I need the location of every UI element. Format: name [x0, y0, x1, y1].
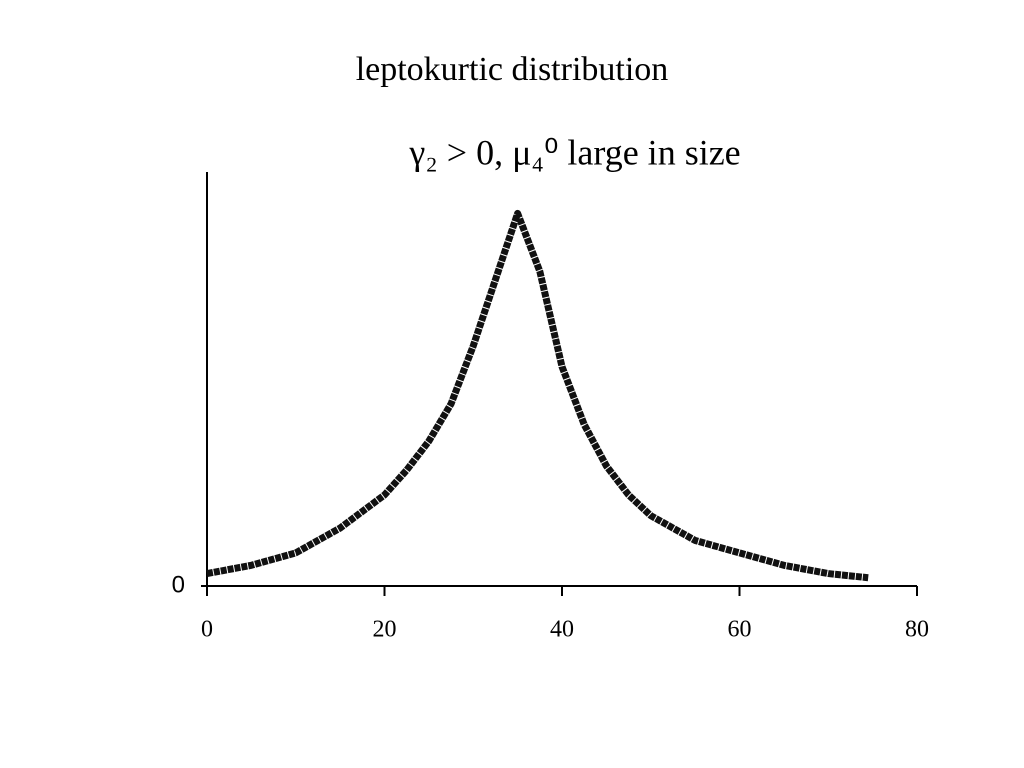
x-tick-label: 60: [728, 617, 752, 643]
x-tick-label: 40: [550, 617, 574, 643]
x-tick-label: 80: [905, 617, 929, 643]
x-tick-label: 20: [373, 617, 397, 643]
chart-title: leptokurtic distribution: [356, 51, 669, 88]
chart-subtitle: γ₂ > 0, μ₄⁰ large in size: [408, 132, 740, 172]
data-line: [206, 209, 869, 582]
y-tick-label: 0: [172, 571, 185, 598]
x-tick-label: 0: [201, 617, 213, 643]
